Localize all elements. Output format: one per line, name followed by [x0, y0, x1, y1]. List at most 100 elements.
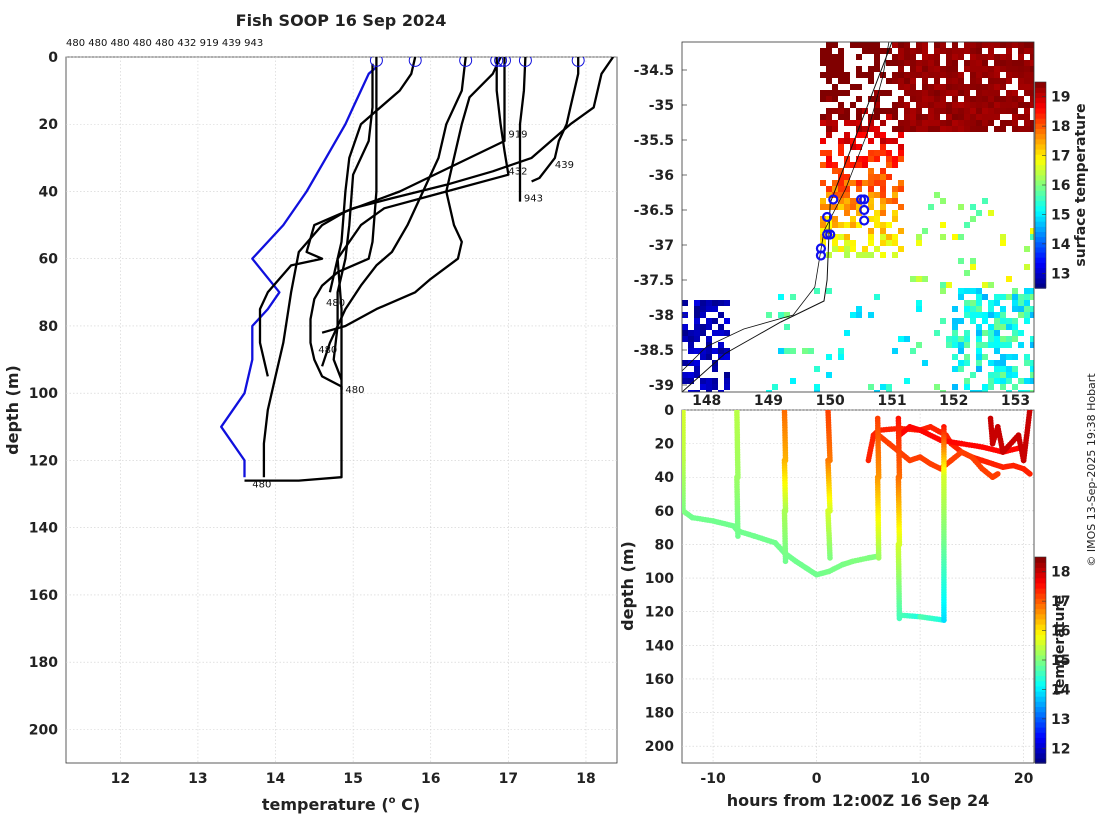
sst-cell: [922, 54, 928, 60]
sst-cell: [952, 48, 958, 54]
profile-y-tick-label: 160: [29, 588, 58, 604]
sst-cell: [688, 372, 694, 378]
sst-cell: [1018, 66, 1024, 72]
sst-cell: [910, 84, 916, 90]
sst-cell: [916, 72, 922, 78]
sst-cell: [1030, 96, 1034, 102]
sst-cell: [838, 144, 844, 150]
sst-cell: [718, 330, 724, 336]
sst-cell: [994, 102, 1000, 108]
sst-cell: [970, 306, 976, 312]
map-lat-tick-label: -37.5: [634, 273, 674, 289]
sst-cell: [1030, 360, 1034, 366]
sst-cell: [844, 252, 850, 258]
sst-cell: [880, 180, 886, 186]
sst-cell: [838, 150, 844, 156]
sst-cell: [820, 48, 826, 54]
sst-colorbar-band: [1035, 133, 1046, 140]
sst-cell: [892, 162, 898, 168]
sst-cell: [970, 300, 976, 306]
temp-colorbar-band: [1035, 660, 1046, 666]
sst-cell: [952, 234, 958, 240]
sst-cell: [718, 342, 724, 348]
sst-cell: [1000, 60, 1006, 66]
sst-cell: [856, 198, 862, 204]
sst-cell: [880, 108, 886, 114]
credit-text: © IMOS 13-Sep-2025 19:38 Hobart: [1085, 373, 1098, 567]
sst-cell: [868, 138, 874, 144]
sst-cell: [1018, 42, 1024, 48]
temp-colorbar-band: [1035, 582, 1046, 589]
sst-cell: [838, 222, 844, 228]
sst-cell: [1012, 366, 1018, 372]
sst-cell: [838, 54, 844, 60]
sst-cell: [874, 294, 880, 300]
sst-cell: [976, 48, 982, 54]
sst-cell: [1012, 96, 1018, 102]
temp-colorbar-band: [1035, 757, 1046, 764]
sst-cell: [874, 48, 880, 54]
sst-cell: [946, 120, 952, 126]
sst-cell: [1000, 78, 1006, 84]
sst-cell: [994, 66, 1000, 72]
sst-cell: [688, 360, 694, 366]
sst-cell: [958, 108, 964, 114]
sst-cell: [970, 72, 976, 78]
sst-cell: [1006, 78, 1012, 84]
sst-cell: [850, 42, 856, 48]
sst-cell: [844, 138, 850, 144]
sst-cell: [970, 126, 976, 132]
sst-cell: [844, 222, 850, 228]
sst-cell: [910, 48, 916, 54]
sst-cell: [850, 102, 856, 108]
sst-cell: [784, 324, 790, 330]
sst-cell: [958, 360, 964, 366]
section-x-tick-label: 20: [1014, 771, 1034, 787]
sst-cell: [904, 84, 910, 90]
sst-cell: [988, 102, 994, 108]
sst-cell: [964, 360, 970, 366]
sst-cell: [856, 114, 862, 120]
sst-cell: [1012, 384, 1018, 390]
sst-cell: [976, 84, 982, 90]
cast-point: [875, 555, 882, 561]
sst-colorbar-band: [1035, 231, 1046, 238]
sst-colorbar-band: [1035, 236, 1046, 243]
profile-x-tick-label: 16: [421, 771, 440, 787]
sst-cell: [820, 138, 826, 144]
sst-cell: [862, 42, 868, 48]
sst-cell: [1000, 102, 1006, 108]
sst-colorbar-band: [1035, 221, 1046, 227]
sst-colorbar-band: [1035, 185, 1046, 191]
sst-cell: [898, 102, 904, 108]
sst-cell: [1006, 294, 1012, 300]
map-lon-tick-label: 148: [692, 393, 721, 409]
sst-cell: [850, 246, 856, 252]
sst-cell: [1012, 288, 1018, 294]
sst-cell: [1000, 354, 1006, 360]
sst-cell: [844, 120, 850, 126]
sst-cell: [832, 240, 838, 246]
sst-cell: [976, 342, 982, 348]
sst-cell: [964, 306, 970, 312]
sst-cell: [946, 126, 952, 132]
sst-cell: [832, 90, 838, 96]
sst-cell: [874, 108, 880, 114]
sst-cell: [946, 84, 952, 90]
sst-cell: [808, 348, 814, 354]
sst-cell: [940, 126, 946, 132]
sst-cell: [952, 126, 958, 132]
sst-cell: [850, 84, 856, 90]
sst-cell: [856, 252, 862, 258]
sst-cell: [850, 162, 856, 168]
profile-y-tick-label: 40: [39, 184, 59, 200]
sst-cell: [1030, 234, 1034, 240]
sst-cell: [976, 294, 982, 300]
sst-cell: [1030, 66, 1034, 72]
sst-cell: [922, 96, 928, 102]
sst-cell: [706, 336, 712, 342]
sst-cell: [994, 294, 1000, 300]
sst-cell: [898, 204, 904, 210]
sst-colorbar-band: [1035, 205, 1046, 212]
